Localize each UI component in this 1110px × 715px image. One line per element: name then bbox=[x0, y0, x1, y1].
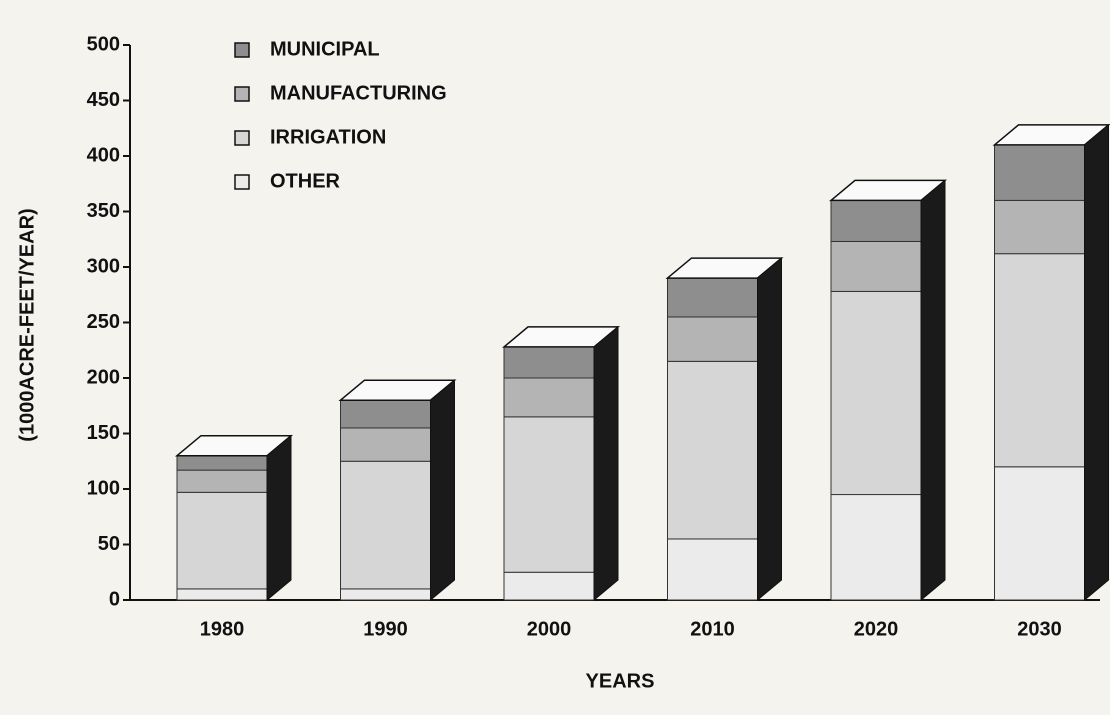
bar-segment bbox=[340, 588, 431, 601]
bar-segment bbox=[176, 455, 268, 471]
bar-segment bbox=[176, 588, 268, 601]
bar-segment bbox=[340, 427, 431, 462]
bar-segment bbox=[830, 290, 922, 496]
bar-segment bbox=[667, 316, 758, 362]
x-tick-label: 2030 bbox=[1017, 618, 1062, 640]
bar-segment bbox=[994, 144, 1085, 201]
bar-segment bbox=[994, 466, 1085, 601]
bar-segment bbox=[667, 277, 758, 318]
bar-segment bbox=[830, 494, 922, 601]
y-tick-label: 150 bbox=[87, 422, 120, 444]
bar-segment bbox=[340, 460, 431, 590]
x-tick-label: 2000 bbox=[527, 618, 572, 640]
bar-segment bbox=[503, 571, 595, 601]
y-tick-label: 500 bbox=[87, 33, 120, 55]
y-tick-label: 450 bbox=[87, 89, 120, 111]
x-tick-label: 1990 bbox=[363, 618, 408, 640]
legend-swatch bbox=[234, 130, 250, 146]
bar-segment bbox=[503, 416, 595, 573]
y-axis-label: (1000ACRE-FEET/YEAR) bbox=[16, 208, 38, 441]
bar-segment bbox=[340, 399, 431, 429]
y-tick-label: 100 bbox=[87, 477, 120, 499]
x-tick-label: 1980 bbox=[200, 618, 245, 640]
bar-side bbox=[1084, 123, 1109, 602]
bar-side bbox=[920, 179, 946, 602]
bar-side bbox=[266, 434, 292, 602]
y-tick-label: 350 bbox=[87, 200, 120, 222]
legend-swatch bbox=[234, 174, 250, 190]
bar-side bbox=[593, 325, 619, 602]
y-tick-label: 0 bbox=[109, 588, 120, 610]
legend-label: IRRIGATION bbox=[270, 126, 386, 148]
legend-label: MANUFACTURING bbox=[270, 82, 447, 104]
y-tick-label: 250 bbox=[87, 311, 120, 333]
bar-segment bbox=[667, 538, 758, 601]
bar-segment bbox=[667, 360, 758, 540]
x-tick-label: 2020 bbox=[854, 618, 899, 640]
legend-swatch bbox=[234, 42, 250, 58]
y-tick-label: 50 bbox=[98, 533, 120, 555]
bar-segment bbox=[994, 199, 1085, 255]
y-tick-label: 400 bbox=[87, 144, 120, 166]
bar-segment bbox=[503, 346, 595, 379]
y-tick-label: 300 bbox=[87, 255, 120, 277]
bar-segment bbox=[830, 199, 922, 242]
y-tick-label: 200 bbox=[87, 366, 120, 388]
legend-label: MUNICIPAL bbox=[270, 38, 380, 60]
x-tick-label: 2010 bbox=[690, 618, 735, 640]
bar-segment bbox=[994, 253, 1085, 468]
bar-segment bbox=[176, 469, 268, 493]
legend-swatch bbox=[234, 86, 250, 102]
legend-label: OTHER bbox=[270, 170, 341, 192]
x-axis-label: YEARS bbox=[586, 670, 655, 692]
bar-segment bbox=[830, 240, 922, 292]
bar-segment bbox=[176, 491, 268, 590]
bar-side bbox=[430, 379, 455, 602]
bar-segment bbox=[503, 377, 595, 418]
bar-side bbox=[757, 257, 782, 602]
